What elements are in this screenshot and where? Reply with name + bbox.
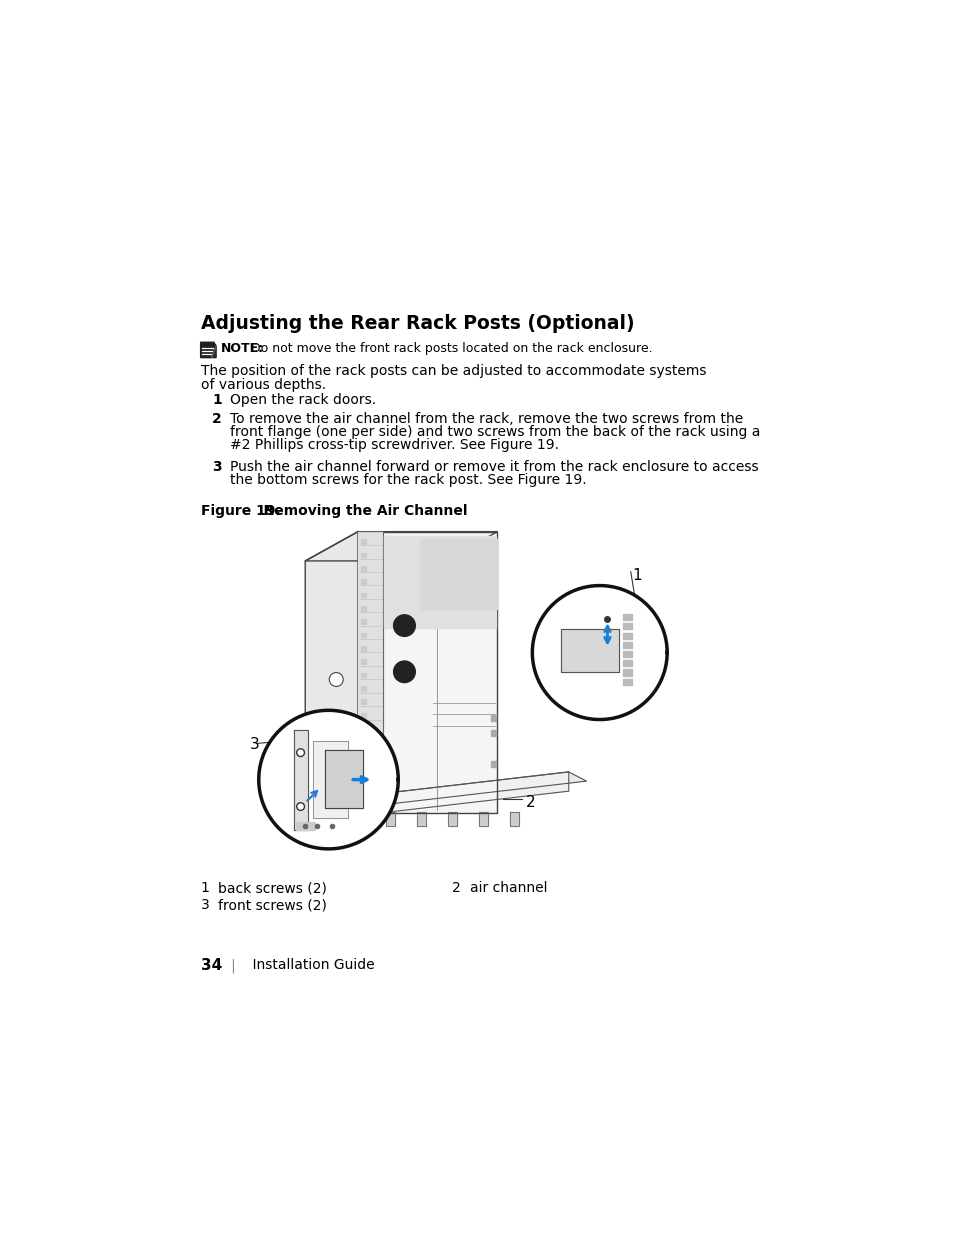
Text: 1: 1: [212, 393, 222, 408]
Text: Do not move the front rack posts located on the rack enclosure.: Do not move the front rack posts located…: [247, 342, 652, 356]
Polygon shape: [622, 642, 632, 648]
Polygon shape: [357, 531, 382, 814]
Polygon shape: [360, 646, 365, 651]
Polygon shape: [335, 772, 568, 818]
Text: 2: 2: [212, 411, 222, 426]
Polygon shape: [622, 632, 632, 638]
Polygon shape: [360, 540, 365, 543]
Text: Figure 19.: Figure 19.: [200, 504, 280, 517]
Polygon shape: [360, 566, 365, 571]
Polygon shape: [360, 579, 365, 584]
Polygon shape: [622, 651, 632, 657]
Polygon shape: [294, 730, 307, 830]
Polygon shape: [360, 793, 365, 797]
Polygon shape: [357, 531, 497, 814]
Circle shape: [296, 803, 304, 810]
Polygon shape: [491, 761, 496, 767]
Text: Adjusting the Rear Rack Posts (Optional): Adjusting the Rear Rack Posts (Optional): [200, 314, 634, 332]
Polygon shape: [447, 811, 456, 826]
Polygon shape: [532, 585, 666, 720]
Polygon shape: [416, 811, 426, 826]
Polygon shape: [360, 632, 365, 637]
Polygon shape: [360, 606, 365, 610]
Polygon shape: [385, 811, 395, 826]
Text: NOTE:: NOTE:: [220, 342, 264, 356]
Polygon shape: [324, 751, 363, 808]
Polygon shape: [200, 342, 216, 358]
Polygon shape: [491, 730, 496, 736]
Polygon shape: [622, 679, 632, 685]
Polygon shape: [360, 659, 365, 664]
Polygon shape: [258, 710, 397, 848]
Polygon shape: [360, 713, 365, 718]
Polygon shape: [622, 661, 632, 667]
Polygon shape: [360, 740, 365, 743]
Text: 2: 2: [452, 882, 460, 895]
Text: 3: 3: [200, 898, 209, 913]
Text: air channel: air channel: [469, 882, 546, 895]
Polygon shape: [360, 593, 365, 598]
Circle shape: [296, 748, 304, 757]
Polygon shape: [305, 531, 357, 842]
Polygon shape: [360, 726, 365, 730]
Text: |: |: [217, 958, 235, 973]
Polygon shape: [360, 553, 365, 557]
Polygon shape: [622, 669, 632, 676]
Polygon shape: [360, 779, 365, 784]
Text: Removing the Air Channel: Removing the Air Channel: [244, 504, 467, 517]
Text: Open the rack doors.: Open the rack doors.: [230, 393, 375, 408]
Polygon shape: [360, 699, 365, 704]
Text: front flange (one per side) and two screws from the back of the rack using a: front flange (one per side) and two scre…: [230, 425, 760, 438]
Text: 1: 1: [200, 882, 210, 895]
Polygon shape: [622, 624, 632, 630]
Polygon shape: [360, 673, 365, 677]
Polygon shape: [419, 540, 497, 609]
Text: of various depths.: of various depths.: [200, 378, 325, 391]
Polygon shape: [295, 823, 315, 830]
Text: 3: 3: [212, 461, 222, 474]
Polygon shape: [560, 630, 618, 672]
Text: the bottom screws for the rack post. See Figure 19.: the bottom screws for the rack post. See…: [230, 473, 586, 487]
Polygon shape: [360, 619, 365, 624]
Text: To remove the air channel from the rack, remove the two screws from the: To remove the air channel from the rack,…: [230, 411, 742, 426]
Text: 2: 2: [525, 795, 536, 810]
Polygon shape: [360, 766, 365, 771]
Polygon shape: [384, 536, 496, 627]
Polygon shape: [360, 752, 365, 757]
Polygon shape: [360, 685, 365, 690]
Text: back screws (2): back screws (2): [217, 882, 326, 895]
Polygon shape: [491, 715, 496, 721]
Polygon shape: [478, 811, 488, 826]
Polygon shape: [622, 614, 632, 620]
Text: #2 Phillips cross-tip screwdriver. See Figure 19.: #2 Phillips cross-tip screwdriver. See F…: [230, 437, 558, 452]
Polygon shape: [335, 772, 586, 808]
Circle shape: [394, 661, 415, 683]
Text: 34: 34: [200, 958, 222, 973]
Circle shape: [394, 615, 415, 636]
Text: 1: 1: [632, 568, 641, 583]
Polygon shape: [212, 346, 216, 358]
Polygon shape: [313, 741, 348, 818]
Circle shape: [329, 673, 343, 687]
Text: Push the air channel forward or remove it from the rack enclosure to access: Push the air channel forward or remove i…: [230, 461, 758, 474]
Polygon shape: [509, 811, 518, 826]
Text: Installation Guide: Installation Guide: [234, 958, 374, 972]
Polygon shape: [305, 531, 497, 561]
Text: 3: 3: [249, 737, 259, 752]
Text: front screws (2): front screws (2): [217, 898, 326, 913]
Text: The position of the rack posts can be adjusted to accommodate systems: The position of the rack posts can be ad…: [200, 364, 705, 378]
